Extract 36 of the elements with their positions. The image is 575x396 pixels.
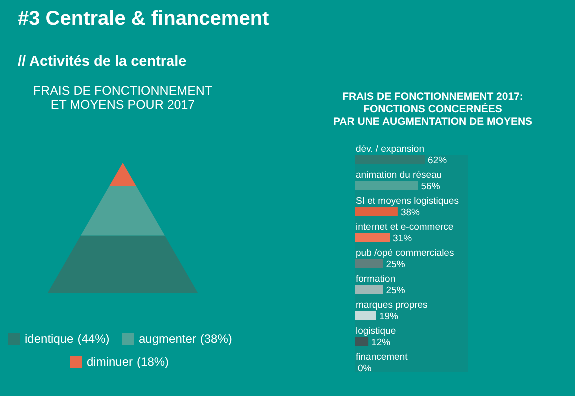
- data-label: 62%: [428, 156, 448, 166]
- text: FRAIS DE FONCTIONNEMENT ET MOYENS POUR 2017: [33, 84, 213, 112]
- data-label: 25%: [386, 260, 406, 270]
- y-tick-label: pub /opé commerciales: [356, 248, 454, 259]
- data-label: 25%: [386, 286, 406, 296]
- data-label: (18%): [137, 355, 170, 369]
- data-label: 38%: [400, 208, 421, 218]
- y-tick-label: marques propres: [356, 300, 428, 311]
- text: #3 Centrale & financement: [18, 8, 270, 30]
- category-label: diminuer: [87, 355, 134, 369]
- data-label: (38%): [200, 332, 232, 346]
- data-label: 56%: [421, 182, 441, 192]
- y-tick-label: logistique: [356, 326, 396, 337]
- bar: [355, 311, 376, 320]
- y-tick-label: formation: [356, 274, 396, 285]
- data-label: 19%: [379, 312, 400, 322]
- bar: [355, 181, 418, 190]
- y-tick-label: internet et e-commerce: [356, 222, 454, 233]
- chart-title: FRAIS DE FONCTIONNEMENT 2017: FONCTIONS CONCERNÉES PAR UNE AUGMENTATION DE MOYENS: [333, 91, 533, 128]
- bar: [355, 155, 426, 164]
- y-tick-label: SI et moyens logistiques: [356, 196, 460, 207]
- text: // Activités de la centrale: [18, 54, 187, 70]
- bar: [355, 207, 398, 216]
- y-tick-label: financement: [356, 352, 408, 363]
- category-label: augmenter: [139, 332, 196, 346]
- bar: [355, 285, 384, 294]
- bar: [355, 337, 369, 346]
- data-label: 12%: [372, 338, 392, 348]
- data-label: (44%): [78, 332, 110, 346]
- bar: [355, 259, 384, 268]
- y-tick-label: animation du réseau: [356, 170, 442, 181]
- data-label: 31%: [393, 234, 413, 244]
- y-tick-label: dév. / expansion: [356, 144, 424, 155]
- bar: [355, 233, 390, 242]
- data-label: 0%: [358, 364, 372, 374]
- category-label: identique: [25, 332, 74, 346]
